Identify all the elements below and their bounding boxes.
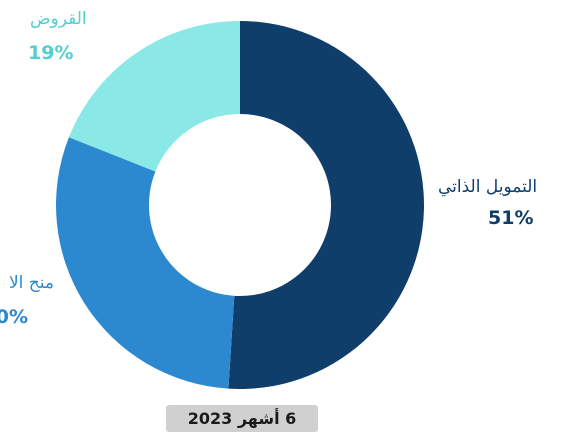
slice-label-self-financing: التمويل الذاتي <box>438 177 538 197</box>
slice-grants <box>55 137 235 389</box>
slice-label-grants: منح الا <box>8 273 54 293</box>
slice-value-grants: 0% <box>0 306 28 328</box>
period-badge: 6 أشهر 2023 <box>166 405 318 432</box>
slice-loans <box>68 21 240 172</box>
slice-self-financing <box>228 21 424 389</box>
slice-value-self-financing: 51% <box>488 207 534 229</box>
slice-label-loans: القروض <box>30 9 87 29</box>
slice-value-loans: 19% <box>28 42 74 64</box>
